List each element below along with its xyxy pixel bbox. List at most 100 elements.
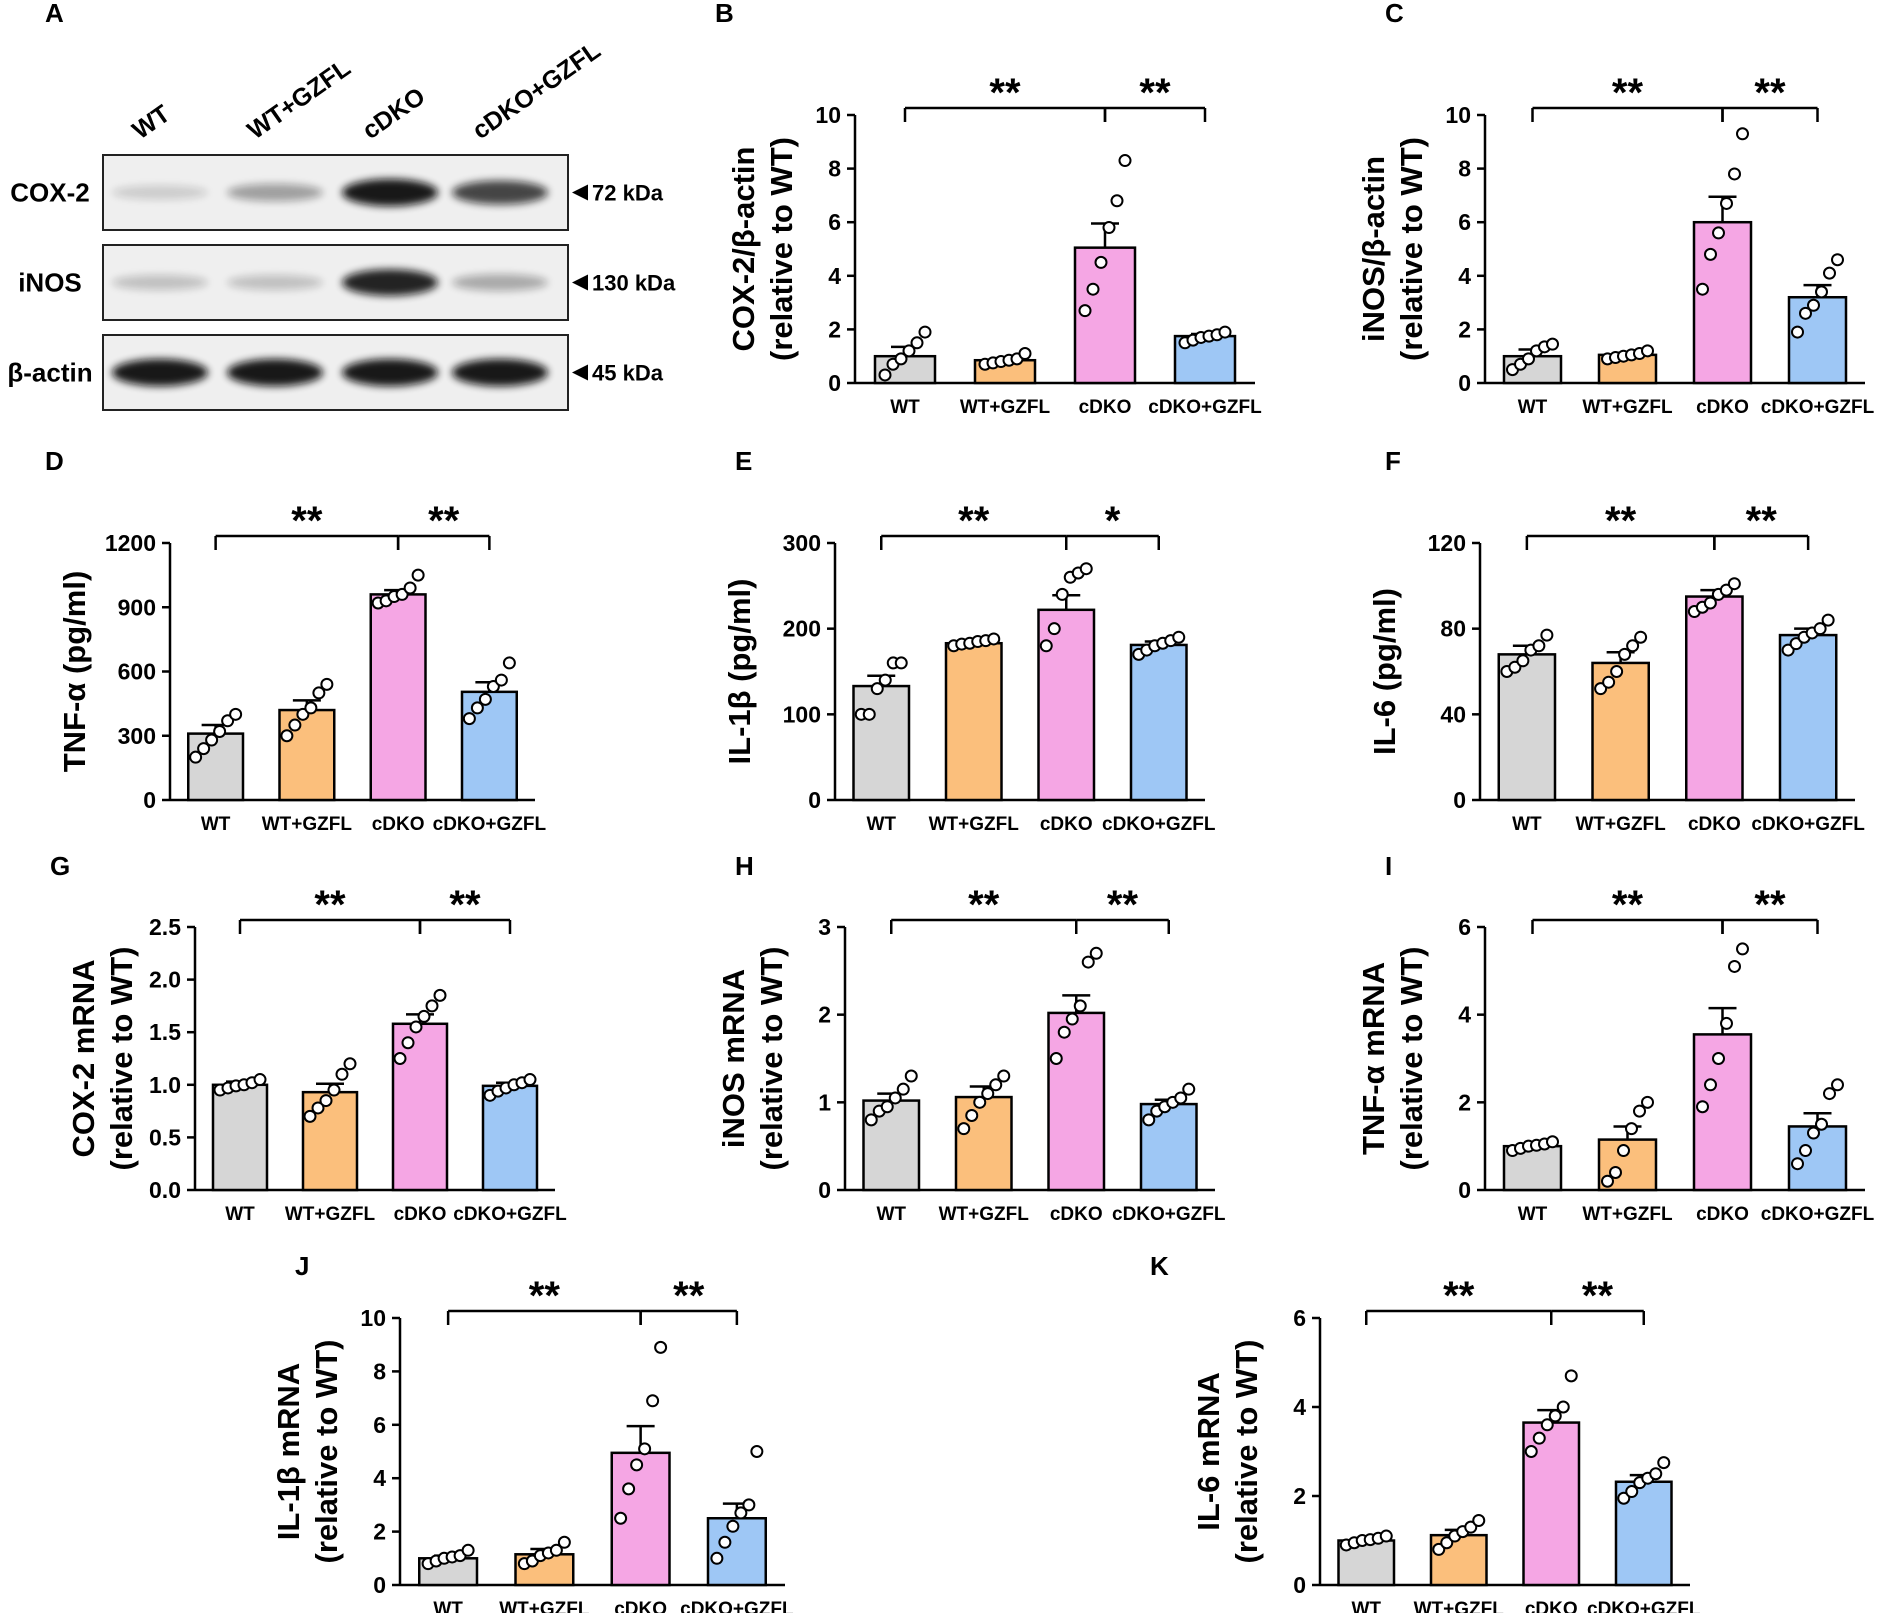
blot-band [452, 358, 548, 387]
data-point [1464, 1520, 1478, 1534]
data-point [1102, 221, 1116, 235]
data-point [1432, 1542, 1446, 1556]
y-tick-label: 600 [118, 659, 156, 685]
significance-label: ** [529, 1274, 561, 1318]
bar [211, 1083, 269, 1192]
panel-letter: C [1385, 0, 1404, 28]
category-label: WT+GZFL [262, 814, 353, 835]
category-label: cDKO [1040, 814, 1093, 835]
y-tick-label: 6 [1293, 1305, 1306, 1331]
bar-chart: E 0 100 200 300 IL-1β (pg/ml) WT WT+GZFL cDKO cDK… [722, 446, 1216, 835]
category-label: cDKO [1688, 814, 1741, 835]
data-point [1078, 304, 1092, 318]
data-point [654, 1340, 668, 1354]
data-point [710, 1551, 724, 1565]
blot-band [227, 358, 323, 387]
category-label: WT [433, 1599, 463, 1613]
data-point [894, 656, 908, 670]
bar-chart: G 0.0 0.5 1.0 1.5 2.0 2.5 COX-2 mRNA(relative t… [50, 851, 567, 1225]
data-point [1532, 639, 1546, 653]
data-point [1049, 1052, 1063, 1065]
y-axis-label: TNF-α (pg/ml) [57, 571, 92, 773]
category-label: cDKO+GZFL [1761, 397, 1875, 418]
category-label: cDKO+GZFL [433, 814, 547, 835]
data-point [1018, 347, 1032, 361]
data-point [1472, 1513, 1486, 1527]
data-point [280, 729, 294, 743]
blot-row-label: β-actin [7, 358, 92, 388]
data-point [1047, 622, 1061, 636]
category-label: cDKO+GZFL [1761, 1204, 1875, 1225]
data-point [1641, 1095, 1654, 1109]
y-tick-label: 1200 [105, 530, 156, 556]
blot-kda-label: 130 kDa [592, 271, 676, 296]
data-point [411, 568, 425, 582]
data-point [862, 707, 876, 721]
y-axis-label-line: (relative to WT) [309, 1340, 344, 1564]
panel-letter: F [1385, 446, 1401, 476]
y-axis-label: IL-6 (pg/ml) [1367, 588, 1402, 755]
bar [301, 1090, 359, 1192]
bar [1591, 661, 1650, 802]
category-label: cDKO [1696, 1204, 1749, 1225]
bar-chart: J 0 2 4 6 8 10 IL-1β mRNA(relative to WT) WT WT+G… [271, 1251, 794, 1618]
data-point [1736, 942, 1749, 956]
data-point [1791, 1157, 1804, 1171]
data-point [1073, 999, 1087, 1013]
y-tick-label: 0 [828, 370, 841, 396]
data-point [1831, 1078, 1844, 1092]
y-tick-label: 2.0 [149, 967, 181, 993]
y-tick-label: 6 [1458, 914, 1471, 940]
y-tick-label: 80 [1440, 616, 1466, 642]
blot-band [342, 358, 438, 387]
data-point [393, 1052, 407, 1065]
data-point [1649, 1467, 1663, 1481]
bar [1337, 1539, 1396, 1587]
data-point [1039, 639, 1053, 653]
category-label: cDKO [614, 1599, 667, 1613]
data-point [433, 988, 447, 1002]
y-tick-label: 6 [828, 209, 841, 235]
blot-lane-label: WT+GZFL [242, 54, 355, 145]
y-tick-label: 6 [373, 1412, 386, 1438]
data-point [304, 701, 318, 715]
category-label: WT+GZFL [1582, 1204, 1673, 1225]
data-point [1815, 1117, 1828, 1131]
significance-label: ** [1139, 71, 1171, 115]
data-point [622, 1482, 636, 1496]
blot-band [227, 183, 323, 202]
category-label: WT+GZFL [285, 1204, 376, 1225]
y-tick-label: 1.5 [149, 1019, 181, 1045]
bar-chart: B 0 2 4 6 8 10 COX-2/β-actin(relative to WT) WT W… [715, 0, 1262, 418]
significance-label: ** [1754, 71, 1786, 115]
data-point [478, 692, 492, 706]
bar [1497, 653, 1557, 802]
data-point [1625, 1485, 1639, 1499]
data-point [878, 368, 892, 382]
data-point [425, 999, 439, 1013]
category-label: WT+GZFL [960, 397, 1051, 418]
data-point [973, 1095, 987, 1109]
bar-chart: D 0 300 600 900 1200 TNF-α (pg/ml) WT WT+GZFL cDK… [45, 446, 547, 835]
panel-letter: E [735, 446, 752, 476]
data-point [549, 1543, 563, 1557]
data-point [1079, 562, 1093, 576]
data-point [981, 1087, 995, 1101]
bar-chart: F 0 40 80 120 IL-6 (pg/ml) WT WT+GZFL cDKO cDKO+G… [1367, 446, 1865, 835]
bar [1047, 1011, 1106, 1192]
data-point [343, 1057, 357, 1071]
data-point [1601, 1174, 1614, 1188]
y-tick-label: 8 [373, 1358, 386, 1384]
bar [1037, 608, 1096, 802]
data-point [1218, 325, 1232, 339]
significance-label: ** [428, 499, 460, 543]
category-label: cDKO [1525, 1599, 1578, 1613]
data-point [1633, 1104, 1646, 1118]
y-tick-label: 2 [818, 1002, 831, 1028]
data-point [319, 1094, 333, 1108]
blot-band [452, 274, 548, 291]
data-point [1174, 1091, 1188, 1105]
y-axis-label: IL-1β (pg/ml) [722, 579, 757, 765]
arrow-icon [572, 184, 588, 201]
category-label: cDKO [394, 1204, 447, 1225]
